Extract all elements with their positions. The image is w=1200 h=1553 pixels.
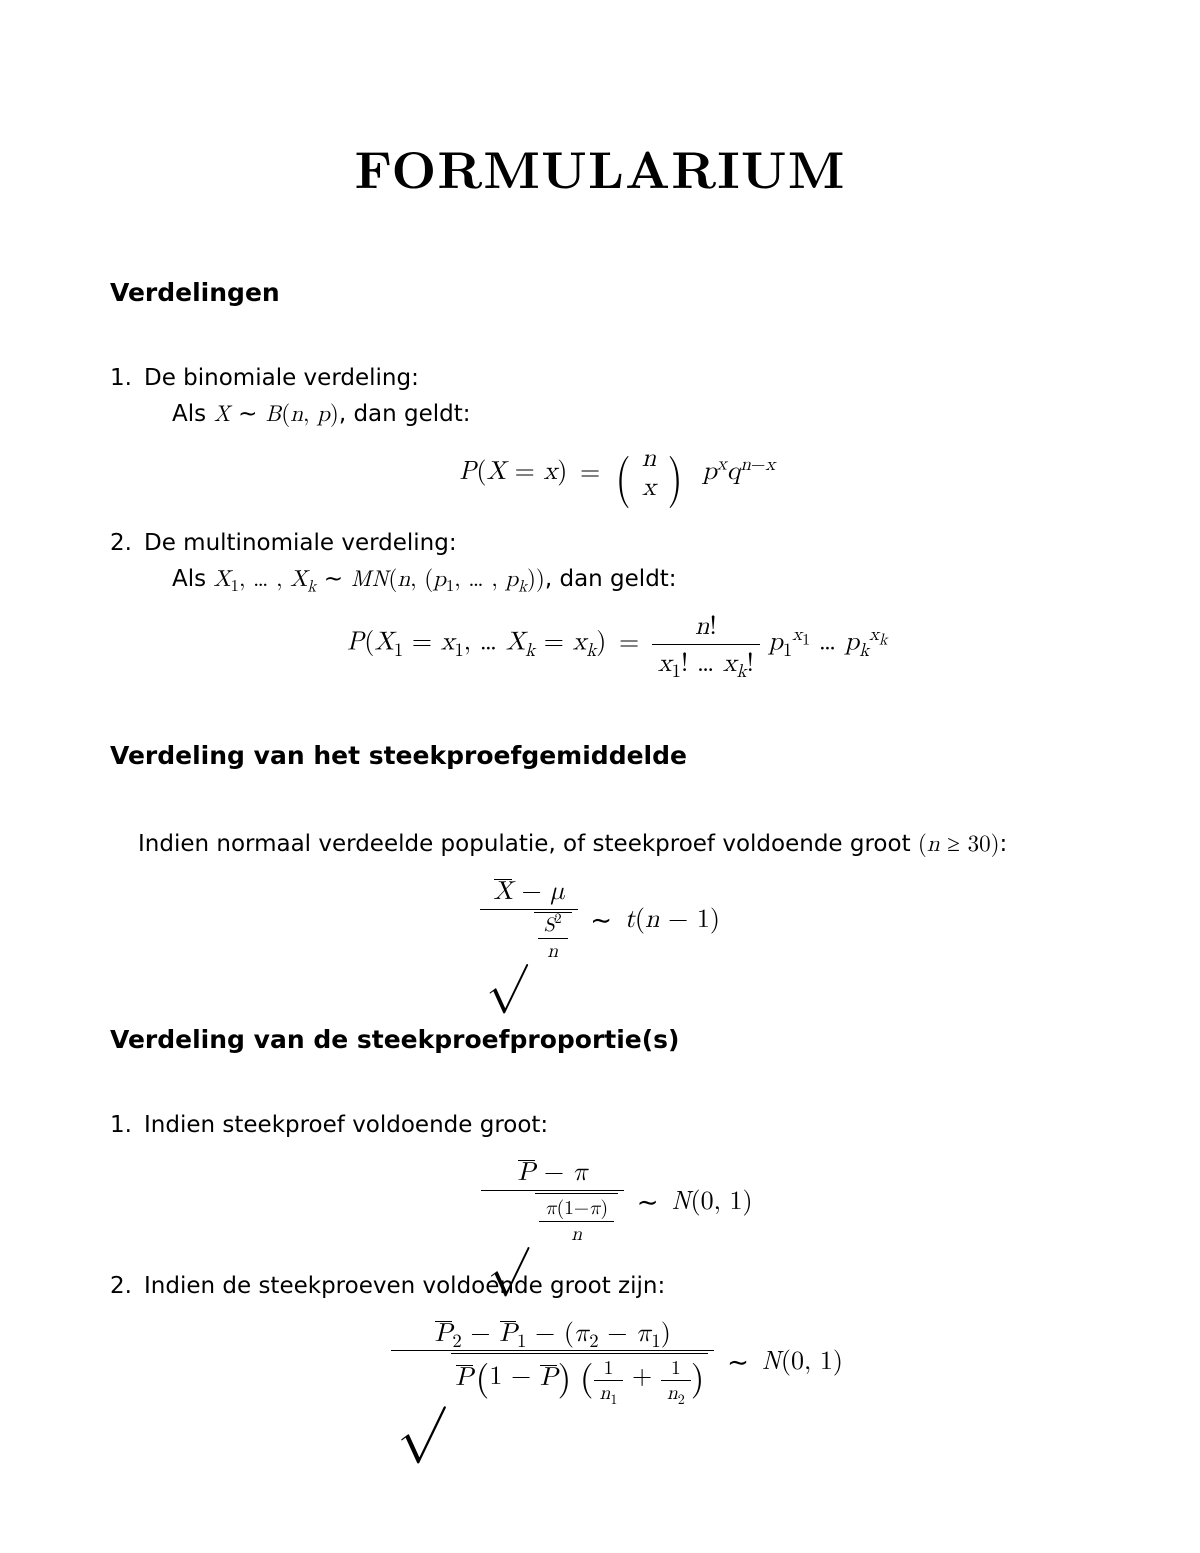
list-item: De multinomiale verdeling: Als X1, … , X…	[110, 527, 1090, 679]
intro-prefix: Indien normaal verdeelde populatie, of s…	[138, 831, 918, 857]
section-heading: Verdeling van het steekproefgemiddelde	[110, 738, 1090, 774]
page-title: FORMULARIUM	[110, 130, 1090, 205]
item-condition: Als X1, … , Xk ∼ MN(n, (p1, … , pk)), da…	[144, 560, 1090, 596]
section-intro: Indien normaal verdeelde populatie, of s…	[138, 825, 1090, 861]
condition-prefix: Als	[172, 566, 213, 592]
formula-binomial: P(X = x) = ( nx ) pxqn−x	[144, 445, 1090, 502]
condition-prefix: Als	[172, 401, 213, 427]
section-heading: Verdelingen	[110, 275, 1090, 311]
section-proportie-list: Indien steekproef voldoende groot: P − π…	[110, 1109, 1090, 1405]
list-item: De binomiale verdeling: Als X ∼ B(n, p),…	[110, 362, 1090, 503]
formula-multinomial: P(X1 = x1, … Xk = xk) = n! x1! … xk! p1x…	[144, 610, 1090, 678]
formula-prop-single: P − π √ π(1−π) n ∼	[144, 1156, 1090, 1245]
item-label: Indien de steekproeven voldoende groot z…	[144, 1273, 665, 1299]
item-label: De binomiale verdeling:	[144, 365, 419, 391]
item-condition: Als X ∼ B(n, p), dan geldt:	[144, 395, 1090, 431]
intro-math: (n ≥ 30)	[918, 833, 1000, 856]
formula-prop-two: P2 − P1 − (π2 − π1) √ P (1 − P) (1n1 + 1…	[144, 1317, 1090, 1404]
list-item: Indien de steekproeven voldoende groot z…	[110, 1270, 1090, 1405]
condition-suffix: , dan geldt:	[339, 401, 471, 427]
section-verdelingen-list: De binomiale verdeling: Als X ∼ B(n, p),…	[110, 362, 1090, 679]
condition-math: X1, … , Xk ∼ MN(n, (p1, … , pk))	[213, 568, 544, 591]
condition-suffix: , dan geldt:	[545, 566, 677, 592]
section-verdelingen: Verdelingen De binomiale verdeling: Als …	[110, 275, 1090, 678]
list-item: Indien steekproef voldoende groot: P − π…	[110, 1109, 1090, 1246]
formula-t-dist: X − μ √ S2 n ∼ t(n − 1)	[110, 875, 1090, 962]
section-steekproefproportie: Verdeling van de steekproefproportie(s) …	[110, 1022, 1090, 1404]
section-heading: Verdeling van de steekproefproportie(s)	[110, 1022, 1090, 1058]
section-steekproefgemiddelde: Verdeling van het steekproefgemiddelde I…	[110, 738, 1090, 962]
item-label: Indien steekproef voldoende groot:	[144, 1112, 548, 1138]
item-label: De multinomiale verdeling:	[144, 530, 457, 556]
condition-math: X ∼ B(n, p)	[213, 403, 338, 426]
intro-suffix: :	[1000, 831, 1008, 857]
